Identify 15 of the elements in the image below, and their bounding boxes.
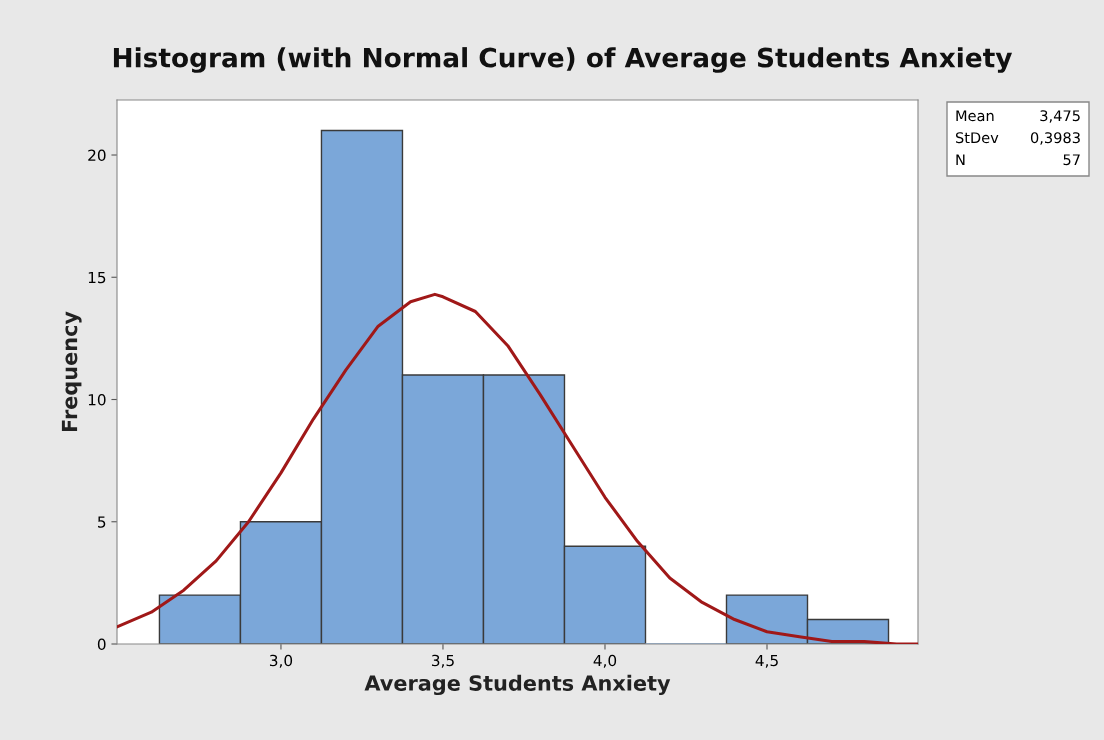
chart-title: Histogram (with Normal Curve) of Average Students Anxiety — [113, 47, 1013, 73]
y-axis-title: Frequency — [61, 311, 82, 432]
text: Mean 3,475 — [956, 110, 1080, 123]
x-tick-label: 3,0 — [269, 654, 293, 668]
x-axis-title: Average Students Anxiety — [364, 674, 671, 696]
text: N 57 — [956, 154, 1080, 166]
y-tick-label: 20 — [88, 149, 106, 162]
text: StDev 0,3983 — [955, 132, 1080, 145]
x-tick-label: 3,5 — [431, 654, 454, 668]
y-tick-label: 15 — [88, 271, 106, 284]
y-tick-label: 10 — [88, 393, 106, 406]
y-tick-label: 5 — [98, 516, 106, 528]
x-tick-label: 4,5 — [755, 654, 778, 668]
x-tick-label: 4,0 — [593, 654, 617, 668]
y-tick-label: 0 — [97, 638, 106, 651]
